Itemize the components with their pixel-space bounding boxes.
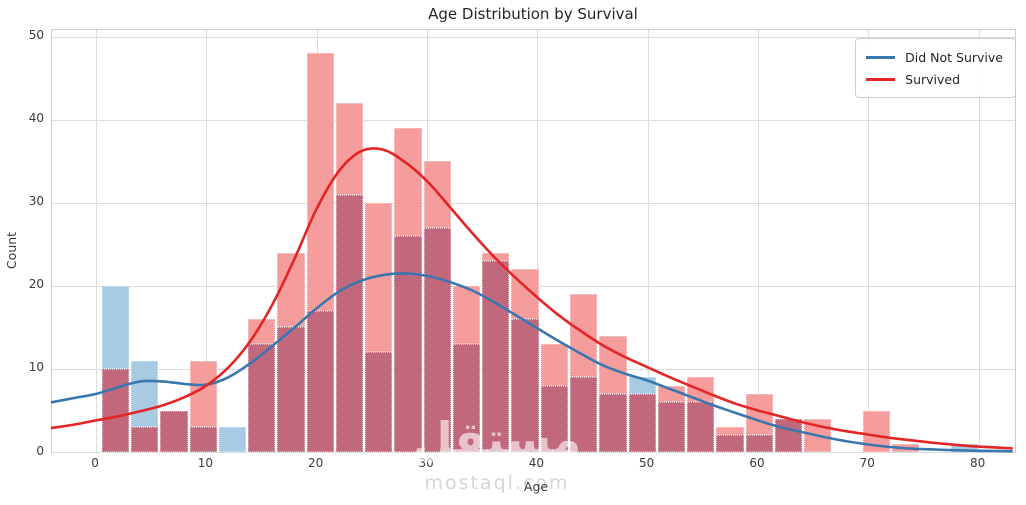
legend-item: Survived (866, 68, 1003, 90)
histogram-bar-overlap (335, 194, 364, 452)
y-tick-label: 0 (36, 443, 44, 458)
histogram-bar-survived (540, 344, 568, 386)
histogram-bar-overlap (687, 402, 715, 452)
grid-line-x (537, 30, 539, 452)
histogram-bar-overlap (277, 327, 305, 452)
histogram-bar-overlap (365, 352, 393, 452)
y-tick-label: 10 (28, 360, 44, 375)
x-tick-label: 10 (197, 456, 214, 470)
histogram-bar-survived (394, 128, 422, 236)
histogram-bar-overlap (657, 402, 685, 452)
histogram-bar-overlap (570, 377, 598, 452)
histogram-bar-overlap (745, 435, 773, 452)
histogram-bar-overlap (628, 393, 656, 452)
x-tick-label: 20 (308, 456, 324, 470)
kde-line-survived (50, 147, 1013, 450)
grid-line-x (206, 30, 208, 452)
histogram-bar-overlap (189, 427, 217, 452)
kde-overlay (50, 147, 1013, 453)
chart-title: Age Distribution by Survival (428, 5, 638, 23)
x-tick-label: 60 (749, 456, 765, 470)
grid-line-x (758, 30, 759, 452)
x-tick-label: 70 (859, 456, 875, 470)
x-tick-label: 80 (969, 456, 986, 470)
legend-line-swatch (866, 55, 896, 59)
x-tick-label: 0 (91, 456, 99, 470)
y-tick-label: 30 (28, 194, 44, 209)
histogram-bar-survived (306, 53, 334, 311)
histogram-bar-overlap (101, 368, 130, 452)
histogram-bar-overlap (599, 393, 627, 452)
grid-line-y (52, 202, 1015, 204)
x-axis-label: Age (523, 479, 549, 494)
histogram-bar-survived (570, 294, 598, 378)
grid-line-x (868, 30, 870, 452)
legend-item: Did Not Survive (866, 46, 1003, 68)
histogram-bar-overlap (423, 227, 451, 452)
y-tick-label: 20 (28, 277, 44, 292)
grid-line-x (96, 30, 98, 452)
kde-line-did-not-survive (50, 272, 1013, 453)
histogram-bar-overlap (160, 410, 188, 452)
legend-item-label: Survived (905, 71, 961, 87)
histogram-bar-overlap (716, 435, 744, 452)
histogram-bar-overlap (511, 319, 539, 452)
y-axis-label: Count (4, 231, 20, 270)
histogram-bar-overlap (394, 236, 422, 452)
legend-line-swatch (866, 77, 896, 81)
grid-line-y (52, 119, 1015, 121)
grid-line-x (978, 30, 980, 452)
histogram-bar-overlap (540, 385, 568, 452)
plot-area: Did Not Survive Survived (50, 29, 1016, 453)
grid-line-y (52, 36, 1015, 38)
histogram-bar-survived (452, 285, 481, 344)
legend: Did Not Survive Survived (855, 38, 1016, 98)
histogram-bar-overlap (131, 427, 159, 452)
histogram-bar-did-not-survive (218, 427, 247, 452)
y-tick-label: 40 (28, 111, 44, 126)
grid-line-y (52, 452, 1015, 453)
histogram-bar-overlap (452, 344, 481, 452)
histogram-bar-did-not-survive (101, 285, 130, 369)
y-tick-label: 50 (28, 28, 44, 43)
histogram-bar-overlap (774, 418, 803, 452)
grid-line-x (647, 30, 649, 452)
histogram-bar-overlap (482, 260, 510, 452)
histogram-bar-survived (716, 427, 744, 436)
histogram-bar-survived (423, 161, 451, 228)
histogram-bar-did-not-survive (131, 360, 159, 428)
legend-item-label: Did Not Survive (905, 49, 1003, 65)
x-tick-label: 50 (639, 456, 655, 470)
x-tick-label: 30 (418, 456, 434, 470)
histogram-bar-survived (335, 103, 364, 195)
histogram-bar-overlap (306, 310, 334, 452)
x-tick-label: 40 (528, 456, 545, 470)
